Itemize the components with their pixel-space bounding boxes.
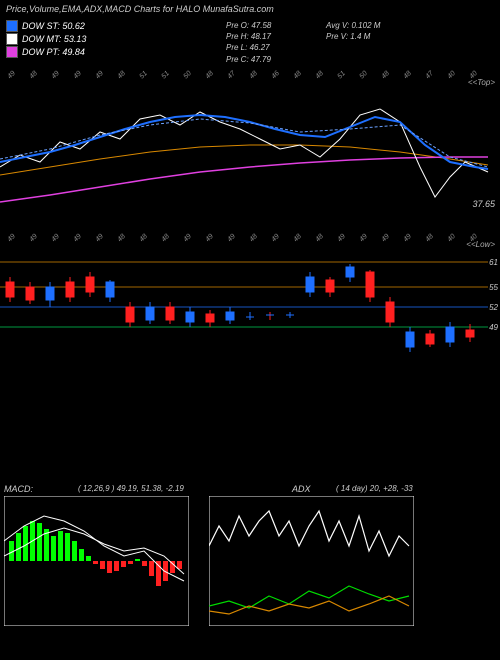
chart-title: Price,Volume,EMA,ADX,MACD Charts for HAL… [0,0,500,18]
svg-text:52: 52 [489,303,498,312]
svg-text:49: 49 [182,233,193,244]
price-chart: 49 48 49 49 49 48 51 51 50 48 47 48 46 48 48 51 50 48 48 47… [0,67,500,252]
candle-chart: 61 55 52 49 [0,252,500,372]
legend-pt-swatch [6,46,18,58]
svg-text:49: 49 [28,233,39,244]
svg-text:51: 51 [336,70,347,81]
header-row: DOW ST: 50.62 DOW MT: 53.13 DOW PT: 49.8… [0,18,500,67]
svg-text:48: 48 [292,70,303,81]
svg-text:49: 49 [358,233,369,244]
svg-text:49: 49 [380,233,391,244]
svg-text:48: 48 [248,70,259,81]
svg-text:49: 49 [6,70,17,81]
svg-text:51: 51 [138,70,149,81]
svg-text:48: 48 [204,70,215,81]
adx-label: ADX [292,482,332,494]
macd-params: ( 12,26,9 ) 49.19, 51.38, -2.19 [78,482,288,494]
svg-text:50: 50 [358,70,369,81]
legend-mt-swatch [6,33,18,45]
svg-text:48: 48 [160,233,171,244]
svg-text:49: 49 [72,70,83,81]
svg-text:49: 49 [50,233,61,244]
svg-text:49: 49 [336,233,347,244]
macd-chart [4,496,189,626]
svg-text:37.65: 37.65 [472,199,496,209]
svg-text:48: 48 [116,70,127,81]
svg-text:49: 49 [226,233,237,244]
svg-text:49: 49 [489,323,498,332]
svg-text:40: 40 [446,70,457,81]
svg-text:48: 48 [138,233,149,244]
adx-chart [209,496,414,626]
legend-column: DOW ST: 50.62 DOW MT: 53.13 DOW PT: 49.8… [6,20,146,65]
svg-text:55: 55 [489,283,498,292]
svg-text:46: 46 [270,70,281,81]
svg-text:49: 49 [204,233,215,244]
legend-mt: DOW MT: 53.13 [6,33,146,45]
svg-text:50: 50 [182,70,193,81]
svg-text:48: 48 [116,233,127,244]
svg-text:<<Top>: <<Top> [468,78,495,87]
svg-text:49: 49 [94,233,105,244]
svg-text:48: 48 [402,70,413,81]
svg-text:49: 49 [94,70,105,81]
svg-text:48: 48 [248,233,259,244]
svg-text:48: 48 [28,70,39,81]
legend-pt: DOW PT: 49.84 [6,46,146,58]
svg-text:48: 48 [380,70,391,81]
svg-text:49: 49 [270,233,281,244]
legend-st: DOW ST: 50.62 [6,20,146,32]
legend-st-swatch [6,20,18,32]
svg-text:49: 49 [50,70,61,81]
ohlc-column: Pre O: 47.58 Pre H: 48.17 Pre L: 46.27 P… [226,20,326,65]
svg-text:49: 49 [6,233,17,244]
adx-params: ( 14 day) 20, +28, -33 [336,482,496,494]
svg-text:48: 48 [314,70,325,81]
svg-text:40: 40 [446,233,457,244]
svg-text:48: 48 [292,233,303,244]
svg-text:48: 48 [314,233,325,244]
svg-text:47: 47 [226,69,237,80]
svg-text:49: 49 [72,233,83,244]
svg-text:47: 47 [424,69,435,80]
svg-text:61: 61 [489,258,498,267]
svg-text:48: 48 [424,233,435,244]
svg-text:51: 51 [160,70,171,81]
macd-label: MACD: [4,482,74,494]
volume-column: Avg V: 0.102 M Pre V: 1.4 M [326,20,446,65]
svg-text:49: 49 [402,233,413,244]
